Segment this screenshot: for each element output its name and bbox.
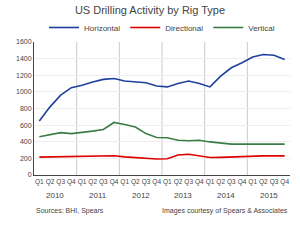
svg-text:Sources: BHI, Spears: Sources: BHI, Spears <box>36 207 104 215</box>
svg-text:Q2: Q2 <box>88 178 97 186</box>
svg-text:2015: 2015 <box>260 191 278 200</box>
svg-text:Q2: Q2 <box>46 178 55 186</box>
svg-text:Q4: Q4 <box>67 178 76 186</box>
svg-text:2014: 2014 <box>217 191 235 200</box>
svg-text:2010: 2010 <box>46 191 64 200</box>
svg-text:0: 0 <box>28 171 32 178</box>
svg-text:Q3: Q3 <box>99 178 108 186</box>
svg-text:Q1: Q1 <box>163 178 172 186</box>
svg-text:Directional: Directional <box>165 24 203 33</box>
svg-text:1600: 1600 <box>16 38 32 45</box>
svg-text:Q1: Q1 <box>78 178 87 186</box>
svg-text:Q2: Q2 <box>174 178 183 186</box>
svg-text:US Drilling Activity by Rig Ty: US Drilling Activity by Rig Type <box>75 4 225 16</box>
svg-text:Q3: Q3 <box>56 178 65 186</box>
svg-text:Q1: Q1 <box>35 178 44 186</box>
svg-text:Q3: Q3 <box>227 178 236 186</box>
svg-text:Q4: Q4 <box>152 178 161 186</box>
svg-text:2013: 2013 <box>174 191 192 200</box>
svg-text:Q1: Q1 <box>120 178 129 186</box>
svg-text:Horizontal: Horizontal <box>84 24 120 33</box>
svg-text:200: 200 <box>20 155 32 162</box>
svg-text:400: 400 <box>20 138 32 145</box>
svg-text:Q2: Q2 <box>259 178 268 186</box>
svg-text:2011: 2011 <box>89 191 107 200</box>
svg-text:Q1: Q1 <box>248 178 257 186</box>
svg-text:Q4: Q4 <box>238 178 247 186</box>
svg-text:Images courtesy of Spears & As: Images courtesy of Spears & Associates <box>162 207 288 215</box>
svg-text:800: 800 <box>20 105 32 112</box>
svg-text:Q3: Q3 <box>184 178 193 186</box>
svg-text:Q3: Q3 <box>142 178 151 186</box>
svg-text:2012: 2012 <box>132 191 150 200</box>
svg-text:Q2: Q2 <box>216 178 225 186</box>
svg-text:Q4: Q4 <box>280 178 289 186</box>
svg-text:Q2: Q2 <box>131 178 140 186</box>
svg-text:600: 600 <box>20 122 32 129</box>
svg-text:Q4: Q4 <box>195 178 204 186</box>
svg-text:Q1: Q1 <box>206 178 215 186</box>
svg-text:1400: 1400 <box>16 55 32 62</box>
svg-text:1000: 1000 <box>16 88 32 95</box>
svg-text:Q4: Q4 <box>110 178 119 186</box>
svg-text:Q3: Q3 <box>270 178 279 186</box>
svg-text:1200: 1200 <box>16 72 32 79</box>
svg-text:Vertical: Vertical <box>248 24 274 33</box>
